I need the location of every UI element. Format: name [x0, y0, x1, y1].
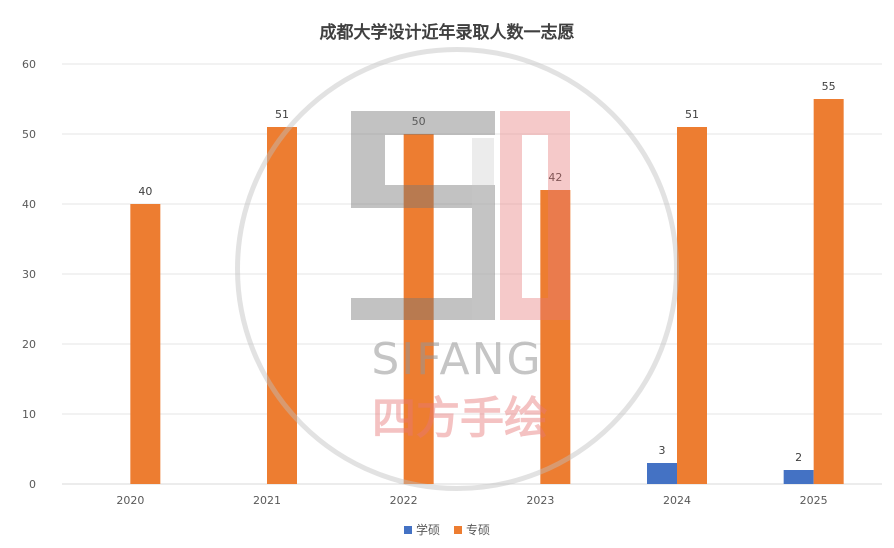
y-tick-label: 10: [22, 408, 36, 421]
data-label: 2: [795, 451, 802, 464]
legend-swatch-zhuanshuo: [454, 525, 462, 534]
legend-item-zhuanshuo: 专硕: [454, 521, 490, 538]
x-tick-label: 2021: [253, 494, 281, 507]
legend-item-xueshuo: 学硕: [403, 521, 440, 538]
y-axis: 0 10 20 30 40 50 60: [22, 58, 36, 491]
bar: [130, 204, 161, 484]
data-label: 51: [275, 108, 289, 121]
y-tick-label: 50: [22, 128, 36, 141]
legend-swatch-xueshuo: [403, 525, 412, 534]
data-label: 42: [548, 171, 562, 184]
bar: [647, 463, 677, 484]
bar: [403, 134, 434, 484]
x-tick-label: 2025: [800, 494, 828, 507]
data-label: 50: [412, 115, 426, 128]
data-label: 55: [822, 80, 836, 93]
bar: [540, 190, 571, 484]
bar: [813, 99, 844, 484]
x-tick-label: 2023: [526, 494, 554, 507]
legend: 学硕 专硕: [0, 521, 894, 538]
bar: [677, 127, 707, 484]
bars: [130, 99, 844, 484]
legend-label-zhuanshuo: 专硕: [466, 523, 491, 537]
x-tick-label: 2022: [390, 494, 418, 507]
gridlines: [62, 63, 882, 485]
data-labels: 40 51 50 42 3 51 2 55: [138, 80, 835, 464]
chart-title: 成都大学设计近年录取人数一志愿: [319, 23, 575, 43]
y-tick-label: 0: [29, 478, 36, 491]
bar: [783, 470, 814, 484]
bar: [267, 127, 297, 484]
data-label: 51: [685, 108, 699, 121]
x-tick-label: 2020: [116, 494, 144, 507]
data-label: 40: [138, 185, 152, 198]
y-tick-label: 60: [22, 58, 36, 71]
x-tick-label: 2024: [663, 494, 691, 507]
x-axis: 2020 2021 2022 2023 2024 2025: [116, 494, 827, 507]
data-label: 3: [659, 444, 666, 457]
y-tick-label: 30: [22, 268, 36, 281]
legend-label-xueshuo: 学硕: [415, 523, 440, 537]
y-tick-label: 20: [22, 338, 36, 351]
y-tick-label: 40: [22, 198, 36, 211]
